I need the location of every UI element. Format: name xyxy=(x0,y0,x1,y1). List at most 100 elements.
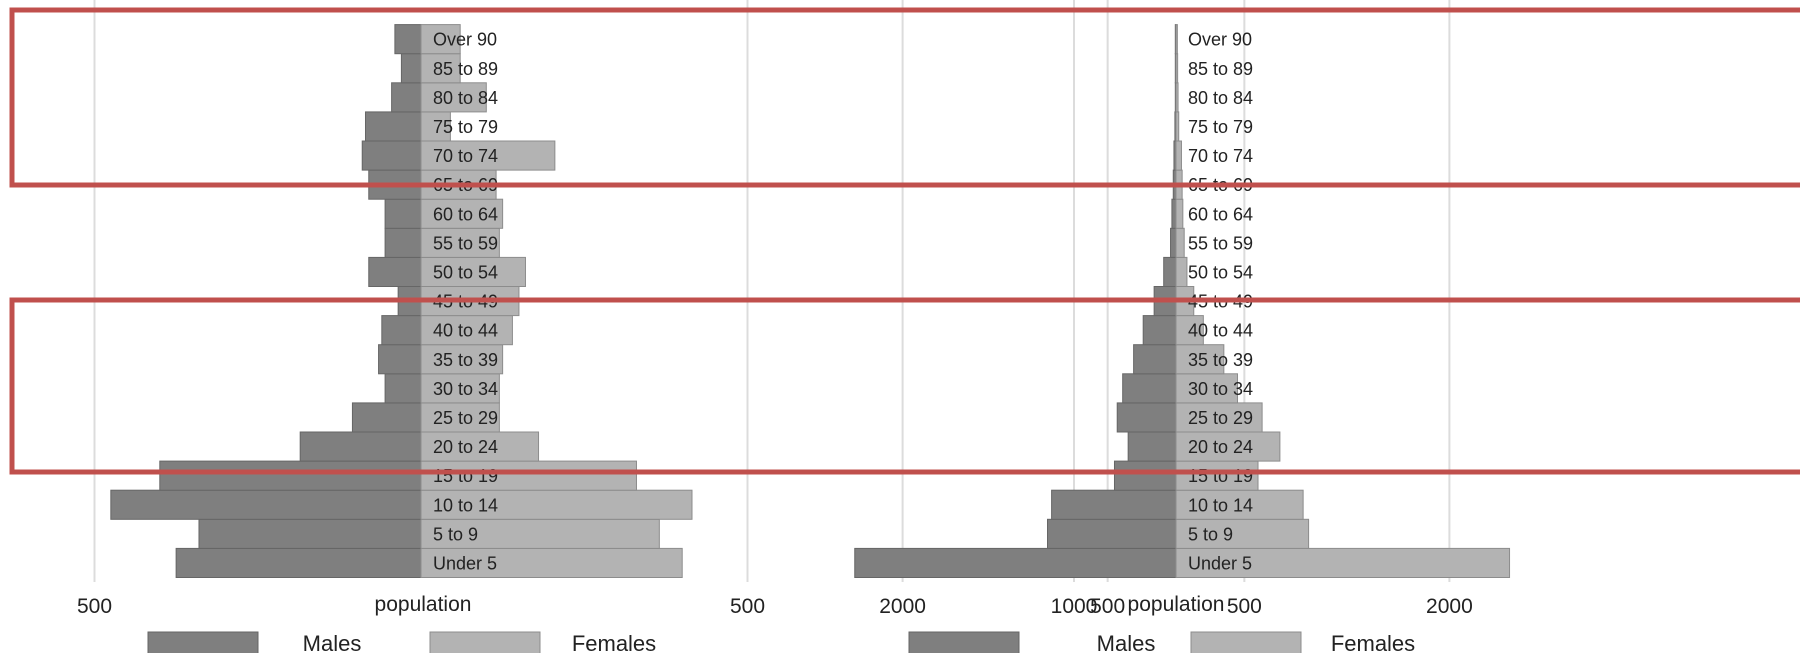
highlight-boxes xyxy=(9,7,1800,475)
age-group-label: 20 to 24 xyxy=(1188,437,1253,457)
bar-females xyxy=(1175,547,1511,579)
legend-swatch-females xyxy=(1190,631,1302,653)
bar-males xyxy=(1047,518,1177,549)
bar-males xyxy=(1171,198,1177,229)
x-tick-label: 500 xyxy=(1090,595,1125,618)
x-tick-label: 500 xyxy=(730,595,765,618)
bar-males xyxy=(175,547,422,579)
bar-males xyxy=(364,111,422,142)
bar-males xyxy=(381,315,422,346)
bar-males xyxy=(854,547,1177,579)
bar-males xyxy=(378,344,422,375)
bar-females xyxy=(420,344,504,375)
age-group-label: Over 90 xyxy=(1188,30,1252,50)
age-group-label: 20 to 24 xyxy=(433,437,498,457)
age-group-label: 75 to 79 xyxy=(433,117,498,137)
legends: Males Females Males Females xyxy=(147,631,1415,653)
bar-males xyxy=(384,198,422,229)
age-group-label: 80 to 84 xyxy=(1188,88,1253,108)
bar-males xyxy=(1127,431,1177,462)
bar-males xyxy=(1133,344,1177,375)
age-group-label: 10 to 14 xyxy=(1188,495,1253,515)
category-labels: Under 5 5 to 9 10 to 14 15 to 19 20 to 24 25 … xyxy=(433,30,1253,574)
bar-males xyxy=(198,518,422,549)
bar-males xyxy=(361,140,422,171)
age-group-label: 70 to 74 xyxy=(1188,146,1253,166)
bar-females xyxy=(420,140,556,171)
age-group-label: 5 to 9 xyxy=(433,524,478,544)
bar-males xyxy=(110,489,422,520)
age-group-label: 40 to 44 xyxy=(1188,321,1253,341)
bar-females xyxy=(1175,82,1179,113)
x-tick-label: 1000 xyxy=(1051,595,1098,618)
bar-females xyxy=(420,489,693,520)
age-group-label: 60 to 64 xyxy=(433,204,498,224)
bar-females xyxy=(1175,227,1185,258)
bar-males xyxy=(384,227,422,258)
bar-females xyxy=(420,111,451,142)
bar-females xyxy=(1175,24,1178,55)
age-group-label: Under 5 xyxy=(1188,553,1252,573)
age-group-label: 35 to 39 xyxy=(433,350,498,370)
age-group-label: 55 to 59 xyxy=(433,233,498,253)
grid-lines xyxy=(93,0,1451,582)
age-group-label: 50 to 54 xyxy=(433,262,498,282)
bar-females xyxy=(1175,373,1239,404)
bar-females xyxy=(1175,111,1180,142)
bar-males xyxy=(1116,402,1177,433)
age-group-label: 15 to 19 xyxy=(433,466,498,486)
legend-swatch-males xyxy=(908,631,1020,653)
bar-females xyxy=(1175,489,1304,520)
bar-males xyxy=(1122,373,1177,404)
bar-females xyxy=(420,547,683,579)
age-group-label: 85 to 89 xyxy=(433,59,498,79)
bar-females xyxy=(1175,140,1182,171)
highlight-box-top xyxy=(9,7,1800,188)
age-group-label: 70 to 74 xyxy=(433,146,498,166)
age-group-label: Under 5 xyxy=(433,553,497,573)
x-axes: 10005005001000population20005005002000po… xyxy=(77,593,1473,618)
bar-males xyxy=(1170,227,1177,258)
age-group-label: 15 to 19 xyxy=(1188,466,1253,486)
bar-males xyxy=(1142,315,1177,346)
age-group-label: 50 to 54 xyxy=(1188,262,1253,282)
bar-males xyxy=(391,82,422,113)
bar-males xyxy=(1051,489,1177,520)
x-axis-title: population xyxy=(375,593,472,616)
bar-males xyxy=(384,373,422,404)
age-group-label: Over 90 xyxy=(433,30,497,50)
age-group-label: 30 to 34 xyxy=(1188,379,1253,399)
legend-label-females: Females xyxy=(572,631,656,653)
bar-females xyxy=(1175,460,1259,491)
x-tick-label: 500 xyxy=(77,595,112,618)
bar-females xyxy=(1175,198,1184,229)
bar-males xyxy=(1163,256,1177,287)
x-tick-label: 2000 xyxy=(879,595,926,618)
age-group-label: 80 to 84 xyxy=(433,88,498,108)
age-group-label: 5 to 9 xyxy=(1188,524,1233,544)
age-group-label: 30 to 34 xyxy=(433,379,498,399)
age-group-label: 60 to 64 xyxy=(1188,204,1253,224)
bar-males xyxy=(394,24,422,55)
bar-females xyxy=(1175,315,1204,346)
bar-males xyxy=(351,402,422,433)
legend-swatch-females xyxy=(429,631,541,653)
x-tick-label: 2000 xyxy=(1426,595,1473,618)
legend-label-males: Males xyxy=(1097,631,1156,653)
bar-females xyxy=(420,431,540,462)
x-axis-title: population xyxy=(1128,593,1225,616)
bar-females xyxy=(420,402,500,433)
bar-males xyxy=(159,460,422,491)
bar-females xyxy=(420,227,500,258)
bar-males xyxy=(400,53,422,84)
bar-males xyxy=(1113,460,1177,491)
bar-females xyxy=(420,460,637,491)
bar-females xyxy=(420,373,500,404)
legend-label-females: Females xyxy=(1331,631,1415,653)
highlight-box-middle xyxy=(9,297,1800,475)
age-group-label: 40 to 44 xyxy=(433,321,498,341)
bar-males xyxy=(299,431,422,462)
bar-females xyxy=(420,198,504,229)
legend-label-males: Males xyxy=(303,631,362,653)
